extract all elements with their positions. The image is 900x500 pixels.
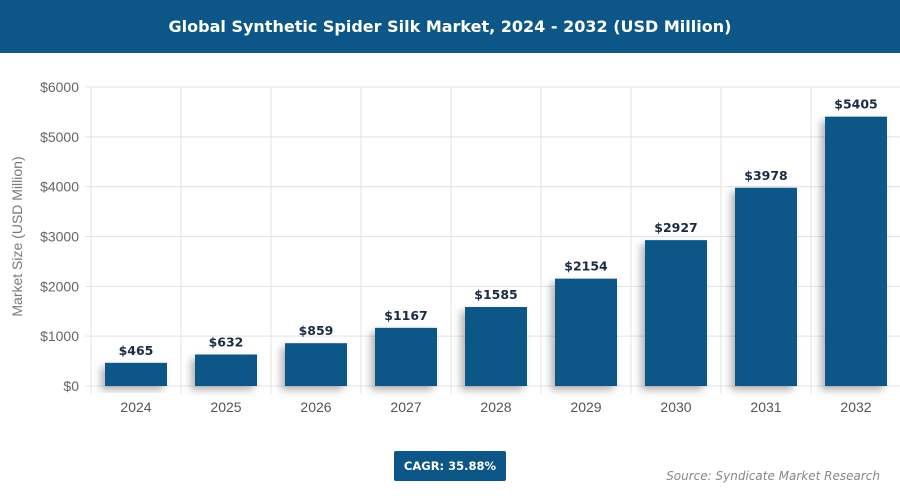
cagr-badge: CAGR: 35.88%	[394, 451, 506, 481]
x-tick-label: 2027	[390, 399, 421, 415]
chart-title: Global Synthetic Spider Silk Market, 202…	[168, 17, 732, 36]
data-label: $3978	[744, 168, 788, 183]
y-tick-label: $1000	[40, 328, 79, 344]
y-tick-label: $0	[63, 378, 79, 394]
bar-2024	[105, 362, 167, 386]
x-tick-label: 2029	[570, 399, 601, 415]
data-label: $5405	[834, 97, 878, 112]
data-label: $2154	[564, 259, 608, 274]
bar-2027	[375, 327, 437, 386]
y-tick-label: $5000	[40, 129, 79, 145]
bar-2025	[195, 354, 257, 386]
bar-2026	[285, 343, 347, 386]
x-tick-label: 2026	[300, 399, 331, 415]
bar-2030	[645, 240, 707, 386]
bar-2028	[465, 307, 527, 386]
x-tick-label: 2028	[480, 399, 511, 415]
x-tick-label: 2024	[120, 399, 151, 415]
x-tick-label: 2032	[840, 399, 871, 415]
cagr-text: CAGR: 35.88%	[403, 459, 497, 473]
data-label: $1167	[384, 308, 428, 323]
data-label: $465	[119, 343, 154, 358]
source-note: Source: Syndicate Market Research	[666, 469, 880, 483]
y-axis-label: Market Size (USD Million)	[9, 156, 25, 316]
x-tick-label: 2025	[210, 399, 241, 415]
bar-2032	[825, 116, 887, 387]
y-tick-label: $3000	[40, 229, 79, 245]
data-label: $1585	[474, 287, 518, 302]
bar-2031	[735, 187, 797, 386]
bar-chart: $0 $1000 $2000 $3000 $4000 $5000 $6000 $465 2024…	[9, 79, 900, 415]
chart-title-banner: Global Synthetic Spider Silk Market, 202…	[0, 0, 900, 53]
data-label: $859	[299, 323, 334, 338]
data-label: $632	[209, 335, 244, 350]
y-tick-label: $2000	[40, 278, 79, 294]
x-tick-label: 2030	[660, 399, 691, 415]
x-tick-label: 2031	[750, 399, 781, 415]
y-tick-label: $6000	[40, 79, 79, 95]
y-tick-label: $4000	[40, 179, 79, 195]
bar-2029	[555, 278, 617, 386]
data-label: $2927	[654, 220, 698, 235]
